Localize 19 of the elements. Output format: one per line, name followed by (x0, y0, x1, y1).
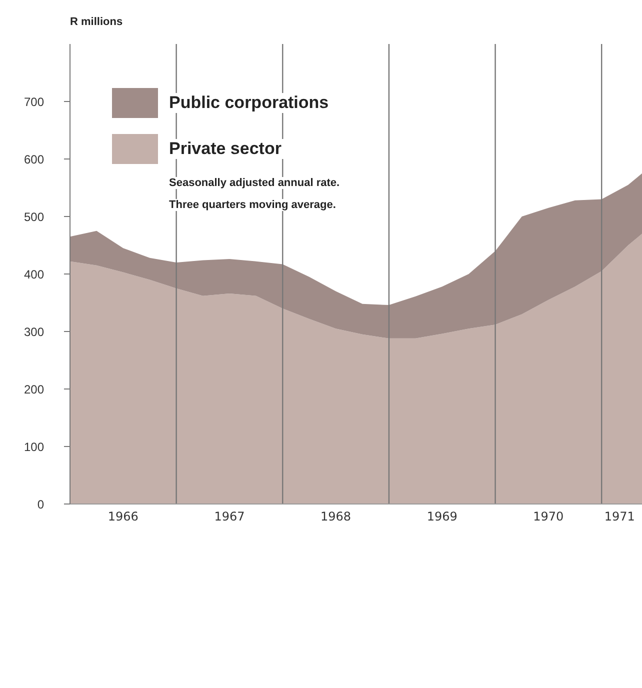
y-tick-label: 500 (24, 210, 44, 224)
y-tick-label: 600 (24, 152, 44, 166)
y-tick-label: 200 (24, 382, 44, 396)
y-tick-label: 400 (24, 267, 44, 282)
x-tick-label: 1970 (533, 510, 564, 524)
y-axis-title: R millions (70, 16, 123, 28)
x-tick-label: 1967 (214, 510, 245, 524)
x-tick-label: 1971 (604, 510, 635, 524)
annotation: Seasonally adjusted annual rate. (166, 177, 343, 189)
x-tick-label: 1969 (426, 510, 458, 524)
y-tick-label: 100 (24, 440, 44, 454)
y-tick-label: 700 (24, 94, 44, 109)
annotation: Three quarters moving average. (166, 199, 339, 211)
y-tick-label: 0 (37, 497, 44, 512)
y-tick-label: 300 (24, 324, 44, 339)
legend-label: Public corporations (166, 93, 332, 113)
x-tick-label: 1968 (320, 510, 352, 524)
legend-label: Private sector (166, 139, 284, 159)
x-tick-label: 1966 (108, 510, 138, 524)
